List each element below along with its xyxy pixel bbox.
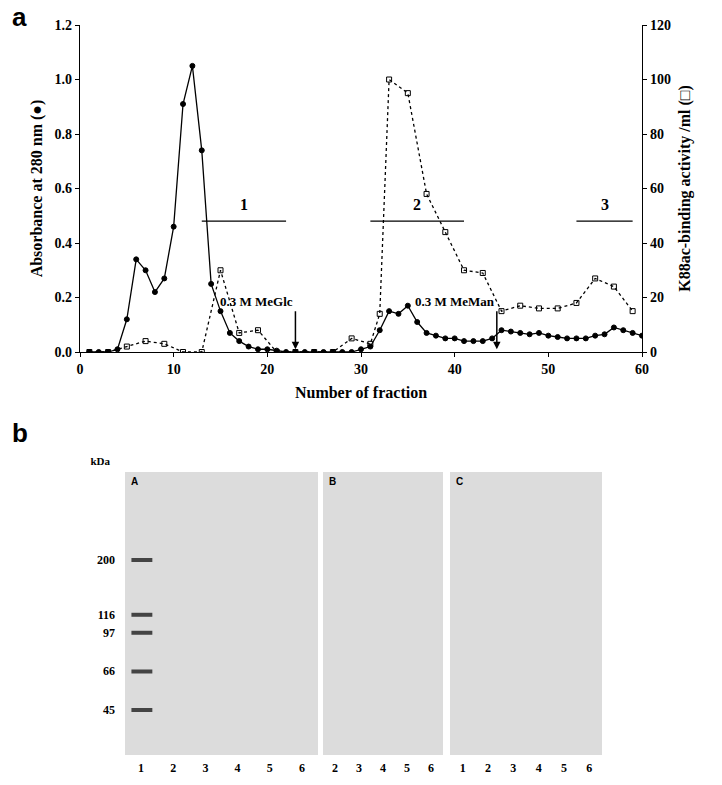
svg-text:2: 2 xyxy=(485,761,491,775)
svg-text:1.2: 1.2 xyxy=(55,18,73,33)
svg-text:1.0: 1.0 xyxy=(55,72,73,87)
svg-text:4: 4 xyxy=(235,761,241,775)
svg-text:A: A xyxy=(131,476,138,487)
svg-text:120: 120 xyxy=(650,18,671,33)
svg-text:80: 80 xyxy=(650,127,664,142)
svg-text:0.2: 0.2 xyxy=(55,290,73,305)
svg-text:1: 1 xyxy=(138,761,144,775)
svg-text:60: 60 xyxy=(650,181,664,196)
svg-text:0: 0 xyxy=(77,362,84,377)
svg-text:0.8: 0.8 xyxy=(55,127,73,142)
svg-text:1: 1 xyxy=(240,196,248,213)
svg-text:2: 2 xyxy=(413,196,421,213)
svg-text:3: 3 xyxy=(510,761,516,775)
svg-text:97: 97 xyxy=(103,626,115,640)
svg-text:kDa: kDa xyxy=(90,455,110,467)
svg-text:40: 40 xyxy=(650,236,664,251)
svg-text:116: 116 xyxy=(98,608,115,622)
svg-text:5: 5 xyxy=(561,761,567,775)
svg-text:0: 0 xyxy=(650,345,657,360)
svg-text:50: 50 xyxy=(541,362,555,377)
svg-text:5: 5 xyxy=(267,761,273,775)
svg-text:2: 2 xyxy=(332,761,338,775)
html-text:a: a xyxy=(12,2,27,32)
svg-text:40: 40 xyxy=(448,362,462,377)
svg-text:6: 6 xyxy=(428,761,434,775)
svg-text:4: 4 xyxy=(380,761,386,775)
svg-text:4: 4 xyxy=(536,761,542,775)
svg-text:Absorbance at 280 nm (●): Absorbance at 280 nm (●) xyxy=(28,100,46,278)
svg-text:30: 30 xyxy=(354,362,368,377)
svg-text:3: 3 xyxy=(202,761,208,775)
svg-text:60: 60 xyxy=(635,362,649,377)
svg-text:45: 45 xyxy=(103,703,115,717)
svg-text:b: b xyxy=(12,418,28,448)
svg-text:6: 6 xyxy=(586,761,592,775)
svg-text:0.6: 0.6 xyxy=(55,181,73,196)
svg-text:2: 2 xyxy=(170,761,176,775)
svg-text:3: 3 xyxy=(601,196,609,213)
svg-text:K88ac-binding activity /ml (□): K88ac-binding activity /ml (□) xyxy=(676,85,694,292)
svg-text:3: 3 xyxy=(356,761,362,775)
svg-text:0.3 M MeGlc: 0.3 M MeGlc xyxy=(220,294,293,309)
svg-text:Number of fraction: Number of fraction xyxy=(295,384,427,401)
svg-text:1: 1 xyxy=(460,761,466,775)
svg-text:0.3 M MeMan: 0.3 M MeMan xyxy=(415,294,495,309)
svg-text:200: 200 xyxy=(97,553,115,567)
svg-text:20: 20 xyxy=(260,362,274,377)
svg-text:66: 66 xyxy=(103,664,115,678)
svg-text:C: C xyxy=(456,476,463,487)
svg-text:6: 6 xyxy=(299,761,305,775)
svg-text:10: 10 xyxy=(167,362,181,377)
svg-text:20: 20 xyxy=(650,290,664,305)
svg-text:100: 100 xyxy=(650,72,671,87)
svg-text:0.4: 0.4 xyxy=(55,236,73,251)
svg-text:5: 5 xyxy=(404,761,410,775)
svg-text:B: B xyxy=(329,476,336,487)
svg-text:0.0: 0.0 xyxy=(55,345,73,360)
